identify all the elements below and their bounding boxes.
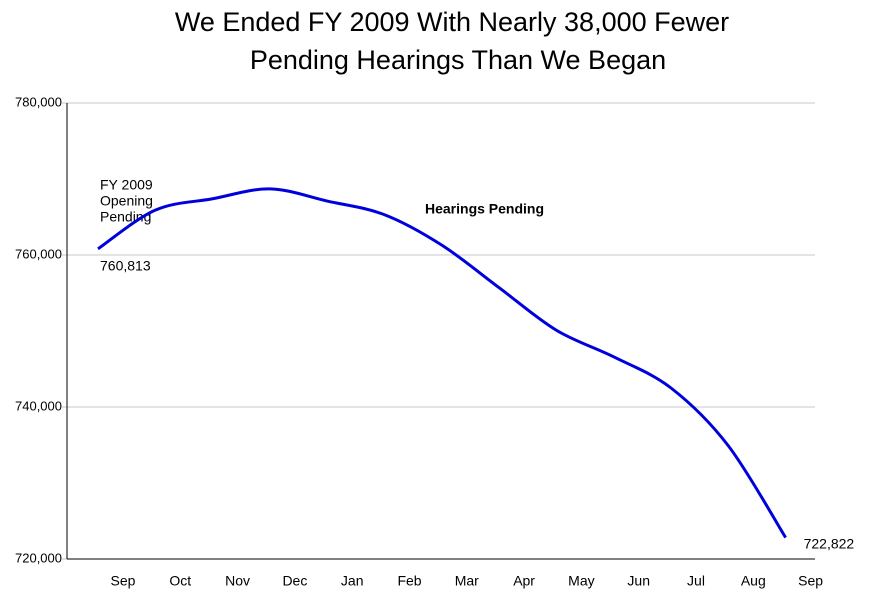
x-tick-label: Feb xyxy=(397,573,421,589)
chart-title: Pending Hearings Than We Began xyxy=(250,45,666,75)
x-tick-label: Jan xyxy=(341,573,364,589)
y-tick-label: 740,000 xyxy=(15,398,62,413)
value-label: 722,822 xyxy=(804,535,855,551)
x-tick-label: Sep xyxy=(111,573,136,589)
data-line xyxy=(97,187,787,539)
annotation: FY 2009 xyxy=(100,177,153,193)
x-tick-label: Aug xyxy=(741,573,766,589)
series-label: Hearings Pending xyxy=(425,201,544,217)
x-tick-label: May xyxy=(568,573,594,589)
x-tick-label: Nov xyxy=(225,573,250,589)
x-tick-label: Apr xyxy=(513,573,535,589)
value-label: 760,813 xyxy=(100,258,151,274)
x-tick-label: Jul xyxy=(687,573,705,589)
x-tick-label: Dec xyxy=(282,573,307,589)
annotation: Opening xyxy=(100,193,153,209)
y-tick-label: 720,000 xyxy=(15,550,62,565)
x-tick-label: Jun xyxy=(627,573,650,589)
y-tick-label: 780,000 xyxy=(15,94,62,109)
chart-title: We Ended FY 2009 With Nearly 38,000 Fewe… xyxy=(175,7,729,37)
y-tick-label: 760,000 xyxy=(15,246,62,261)
x-tick-label: Mar xyxy=(455,573,479,589)
x-tick-label: Oct xyxy=(169,573,191,589)
x-tick-label: Sep xyxy=(798,573,823,589)
